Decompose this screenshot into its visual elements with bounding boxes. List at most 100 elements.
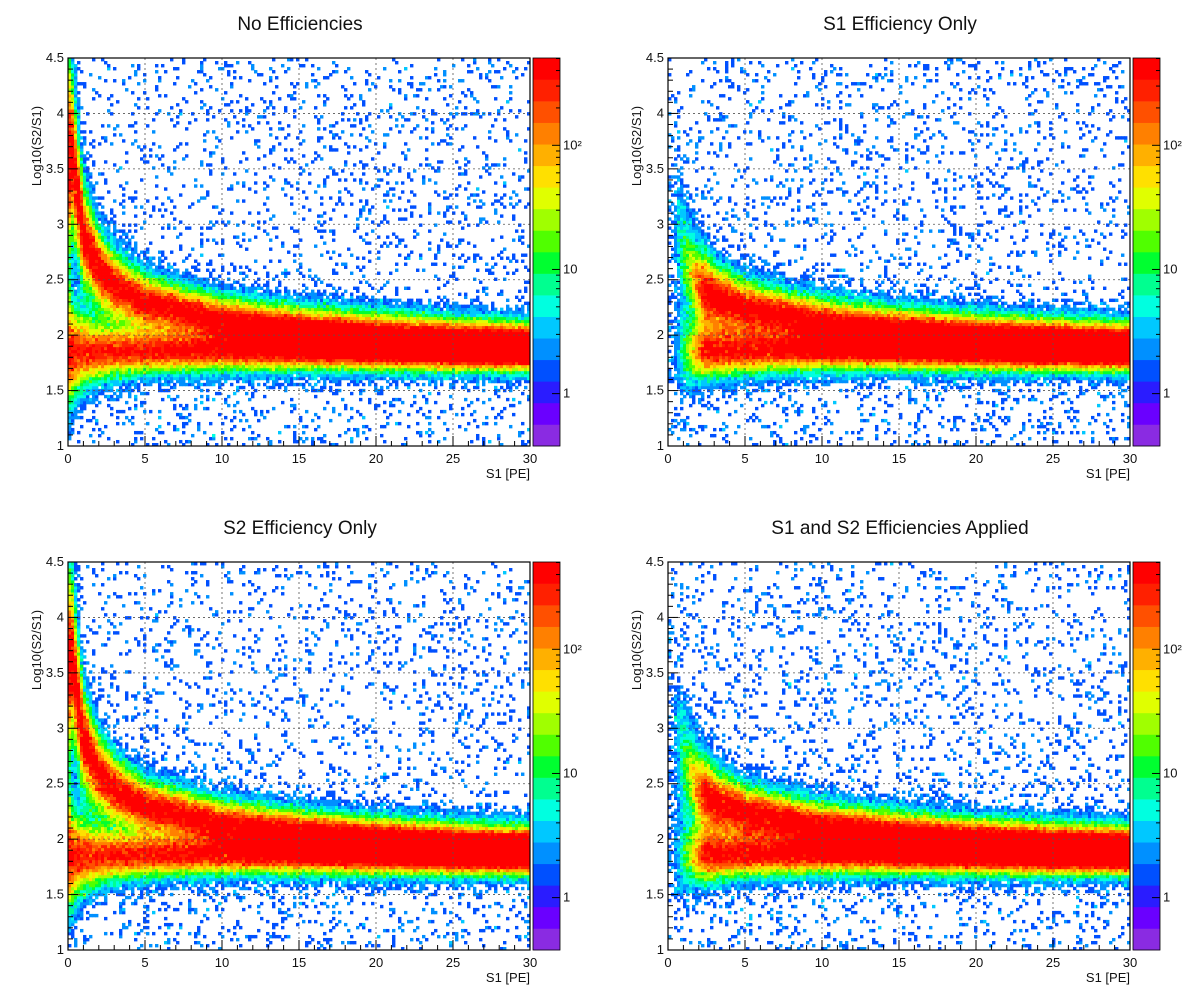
heatmap-cell bbox=[272, 325, 276, 330]
heatmap-cell bbox=[308, 361, 312, 366]
heatmap-cell bbox=[248, 367, 252, 372]
heatmap-cell bbox=[86, 283, 90, 287]
heatmap-cell bbox=[134, 379, 138, 384]
heatmap-cell bbox=[71, 265, 75, 269]
heatmap-cell bbox=[299, 418, 303, 423]
heatmap-cell bbox=[86, 289, 90, 294]
heatmap-cell bbox=[188, 334, 192, 339]
heatmap-cell bbox=[74, 253, 78, 257]
heatmap-cell bbox=[104, 61, 108, 65]
heatmap-cell bbox=[89, 367, 93, 372]
heatmap-cell bbox=[275, 76, 279, 80]
heatmap-cell bbox=[341, 130, 345, 134]
heatmap-cell bbox=[128, 265, 132, 269]
heatmap-cell bbox=[71, 256, 75, 260]
heatmap-cell bbox=[260, 307, 264, 312]
heatmap-cell bbox=[77, 184, 81, 188]
heatmap-cell bbox=[341, 397, 345, 402]
heatmap-cell bbox=[191, 289, 195, 294]
heatmap-cell bbox=[86, 256, 90, 260]
heatmap-cell bbox=[86, 319, 90, 324]
heatmap-cell bbox=[119, 280, 123, 284]
heatmap-cell bbox=[233, 376, 237, 381]
heatmap-cell bbox=[332, 61, 336, 65]
heatmap-cell bbox=[161, 271, 165, 275]
heatmap-cell bbox=[80, 406, 84, 411]
heatmap-cell bbox=[77, 136, 81, 140]
heatmap-cell bbox=[293, 328, 297, 333]
heatmap-cell bbox=[146, 199, 150, 203]
heatmap-cell bbox=[311, 295, 315, 300]
heatmap-cell bbox=[74, 319, 78, 324]
heatmap-cell bbox=[176, 343, 180, 348]
heatmap-cell bbox=[263, 415, 267, 420]
heatmap-cell bbox=[248, 328, 252, 333]
heatmap-cell bbox=[107, 247, 111, 251]
heatmap-cell bbox=[122, 139, 126, 143]
heatmap-cell bbox=[83, 259, 87, 263]
heatmap-cell bbox=[134, 139, 138, 143]
heatmap-cell bbox=[71, 229, 75, 233]
heatmap-cell bbox=[227, 376, 231, 381]
heatmap-cell bbox=[239, 265, 243, 269]
heatmap-cell bbox=[104, 229, 108, 233]
heatmap-cell bbox=[149, 262, 153, 266]
heatmap-cell bbox=[122, 187, 126, 191]
heatmap-cell bbox=[221, 349, 225, 354]
heatmap-cell bbox=[86, 184, 90, 188]
heatmap-cell bbox=[299, 358, 303, 363]
heatmap-cell bbox=[161, 337, 165, 342]
heatmap-cell bbox=[245, 274, 249, 278]
heatmap-cell bbox=[332, 367, 336, 372]
heatmap-cell bbox=[191, 355, 195, 360]
heatmap-cell bbox=[119, 292, 123, 297]
heatmap-cell bbox=[224, 400, 228, 405]
heatmap-cell bbox=[128, 358, 132, 363]
heatmap-cell bbox=[125, 265, 129, 269]
heatmap-cell bbox=[188, 271, 192, 275]
heatmap-cell bbox=[233, 292, 237, 297]
heatmap-cell bbox=[92, 394, 96, 399]
heatmap-cell bbox=[188, 316, 192, 321]
heatmap-cell bbox=[221, 157, 225, 161]
heatmap-cell bbox=[182, 304, 186, 309]
heatmap-cell bbox=[134, 250, 138, 254]
heatmap-cell bbox=[191, 328, 195, 333]
heatmap-cell bbox=[218, 328, 222, 333]
heatmap-cell bbox=[248, 373, 252, 378]
heatmap-cell bbox=[80, 217, 84, 221]
heatmap-cell bbox=[245, 358, 249, 363]
heatmap-cell bbox=[77, 157, 81, 161]
heatmap-cell bbox=[86, 346, 90, 351]
heatmap-cell bbox=[314, 373, 318, 378]
heatmap-cell bbox=[242, 271, 246, 275]
heatmap-cell bbox=[329, 145, 333, 149]
heatmap-cell bbox=[317, 82, 321, 86]
heatmap-cell bbox=[68, 361, 72, 366]
heatmap-cell bbox=[92, 376, 96, 381]
heatmap-cell bbox=[80, 190, 84, 194]
heatmap-cell bbox=[107, 97, 111, 101]
heatmap-cell bbox=[128, 370, 132, 375]
heatmap-cell bbox=[251, 370, 255, 375]
heatmap-cell bbox=[95, 364, 99, 369]
heatmap-cell bbox=[149, 304, 153, 309]
heatmap-cell bbox=[77, 238, 81, 242]
heatmap-cell bbox=[131, 361, 135, 366]
heatmap-cell bbox=[167, 352, 171, 357]
heatmap-cell bbox=[317, 118, 321, 122]
heatmap-cell bbox=[254, 376, 258, 381]
heatmap-cell bbox=[278, 322, 282, 327]
heatmap-cell bbox=[248, 292, 252, 297]
heatmap-cell bbox=[257, 115, 261, 119]
heatmap-cell bbox=[239, 283, 243, 287]
heatmap-cell bbox=[149, 319, 153, 324]
heatmap-cell bbox=[164, 370, 168, 375]
heatmap-cell bbox=[188, 331, 192, 336]
heatmap-cell bbox=[86, 202, 90, 206]
heatmap-cell bbox=[206, 163, 210, 167]
heatmap-cell bbox=[197, 280, 201, 284]
heatmap-cell bbox=[131, 346, 135, 351]
heatmap-cell bbox=[92, 223, 96, 227]
heatmap-cell bbox=[107, 382, 111, 387]
